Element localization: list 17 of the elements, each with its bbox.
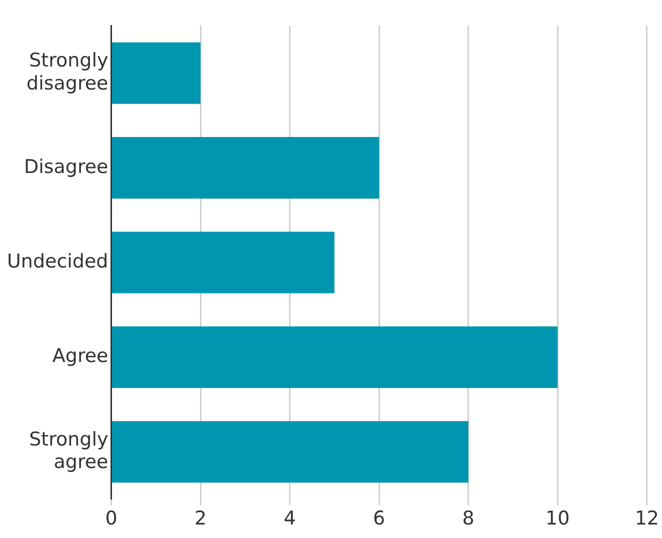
x-tick-label: 12 bbox=[634, 508, 660, 530]
y-tick-label: Undecided bbox=[7, 250, 108, 272]
y-tick-label: Strongly agree bbox=[29, 428, 108, 474]
bar bbox=[112, 42, 201, 104]
x-tick-label: 4 bbox=[284, 508, 296, 530]
y-tick-label: Agree bbox=[52, 345, 108, 368]
x-tick-label: 0 bbox=[105, 508, 118, 530]
y-tick-label: Disagree bbox=[24, 156, 108, 178]
bar bbox=[112, 232, 334, 294]
x-tick-label: 2 bbox=[194, 508, 207, 530]
x-tick-label: 6 bbox=[373, 508, 386, 530]
y-tick-label: Strongly disagree bbox=[26, 50, 108, 94]
x-tick-label: 10 bbox=[546, 508, 570, 530]
bar bbox=[112, 421, 468, 483]
bar bbox=[112, 137, 380, 199]
bar bbox=[112, 326, 558, 388]
x-tick-label: 8 bbox=[462, 508, 474, 530]
